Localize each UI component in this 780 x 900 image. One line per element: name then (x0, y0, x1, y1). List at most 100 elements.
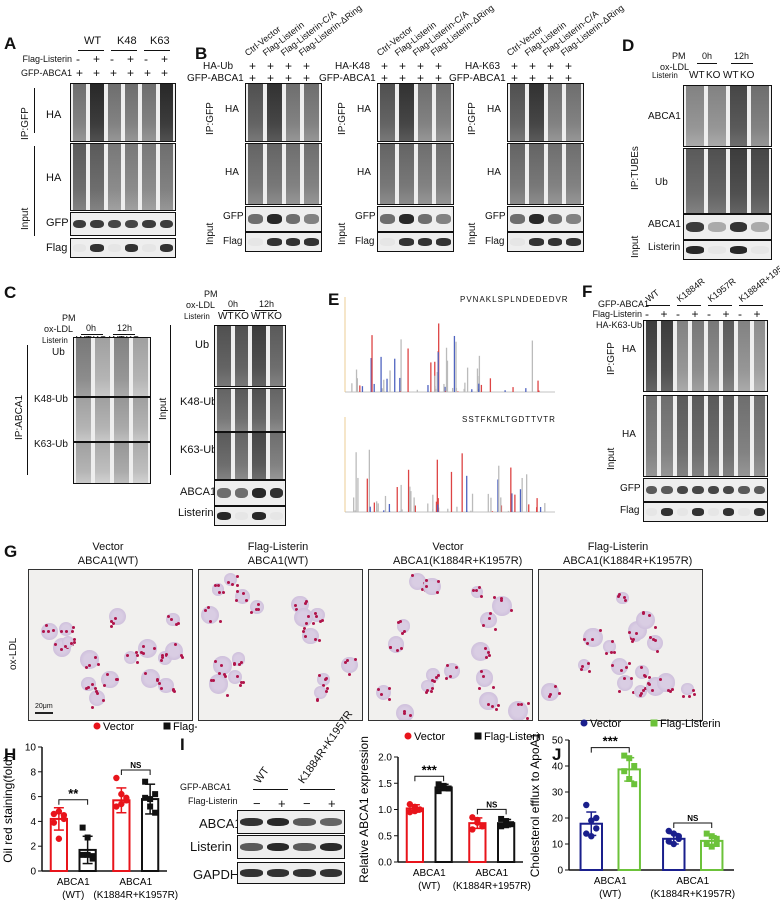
blot-band (646, 485, 658, 495)
blot-input-ha (377, 143, 454, 205)
lipid-droplet (53, 642, 57, 646)
lipid-droplet (493, 627, 497, 631)
lipid-droplet (623, 595, 627, 599)
lane-mark: + (691, 307, 699, 321)
cell (294, 608, 314, 628)
chart-J: 0 10 20 30 40 50 Cholesterol efflux to ApoA1 AB… (528, 718, 735, 900)
lipid-droplet (435, 590, 439, 594)
lane-mark: - (707, 307, 711, 321)
lane-mark: + (76, 66, 84, 80)
group-underline (646, 305, 670, 306)
lipid-droplet (303, 635, 307, 639)
blot-lane (125, 144, 139, 210)
blot-label: HA (622, 344, 636, 355)
row-label: GFP-ABCA1 (449, 73, 506, 84)
blot-lane (692, 396, 704, 476)
blot-lane (751, 86, 769, 146)
plus-mark: + (381, 71, 389, 85)
blot-band (676, 485, 689, 495)
blot-input-ha (507, 143, 584, 205)
lane-mark: + (161, 52, 169, 66)
time-label: 0h (228, 299, 239, 309)
lane-mark: + (93, 66, 101, 80)
lipid-droplet (643, 686, 647, 690)
lipid-droplet (161, 653, 165, 657)
x-tick-label: ABCA1 (119, 877, 152, 888)
lipid-droplet (134, 651, 138, 655)
lipid-droplet (403, 630, 407, 634)
blot-band (269, 512, 283, 520)
listerin-label: Listerin (652, 71, 678, 80)
lipid-droplet (548, 693, 552, 697)
genotype-label: WT (689, 70, 705, 81)
panel-label-F: F (582, 282, 593, 301)
lipid-droplet (477, 586, 481, 590)
lipid-droplet (491, 704, 495, 708)
blot-band (234, 488, 248, 498)
plus-mark: + (435, 71, 443, 85)
lipid-droplet (315, 614, 319, 618)
underline (731, 63, 753, 64)
data-point (670, 830, 677, 837)
blot-label-flag: Flag (46, 242, 68, 254)
cell (80, 650, 99, 669)
panel-label-G: G (4, 542, 18, 561)
lipid-droplet (482, 623, 486, 627)
plus-mark: + (547, 59, 555, 73)
plus-mark: + (565, 59, 573, 73)
blot-band (547, 214, 563, 224)
lane-mark: - (76, 52, 80, 66)
lipid-droplet (579, 667, 583, 671)
blot-label: ABCA1 (180, 486, 217, 498)
pm-label: PM (204, 289, 218, 299)
lipid-droplet (492, 596, 496, 600)
blot-label: Ub (52, 347, 65, 358)
blot-lane (114, 443, 129, 483)
lipid-droplet (326, 687, 330, 691)
data-point (588, 833, 595, 840)
data-point (508, 821, 515, 828)
lane-mark: + (753, 307, 761, 321)
blot-band (319, 842, 342, 852)
lipid-droplet (244, 599, 248, 603)
significance-label: *** (603, 734, 619, 749)
legend-label: Vector (103, 721, 135, 733)
lipid-droplet (223, 673, 227, 677)
lipid-droplet (164, 653, 168, 657)
lipid-droplet (143, 671, 147, 675)
lipid-droplet (488, 653, 492, 657)
blot-band (692, 485, 704, 495)
blot-lane (528, 144, 544, 204)
lipid-droplet (73, 640, 77, 644)
blot-gfp (377, 206, 454, 232)
micrograph: 20μm (28, 569, 193, 721)
data-point (142, 778, 149, 785)
lipid-droplet (620, 669, 624, 673)
blot-lane (436, 84, 451, 141)
lipid-droplet (403, 710, 407, 714)
blot-lane (646, 396, 658, 476)
lipid-droplet (235, 674, 239, 678)
blot-lane (90, 144, 104, 210)
lane-mark: + (722, 307, 730, 321)
lipid-droplet (667, 689, 671, 693)
blot-lane (510, 84, 525, 141)
blot-band (319, 817, 342, 827)
lipid-droplet (167, 614, 171, 618)
lipid-droplet (409, 713, 413, 717)
lipid-droplet (424, 690, 428, 694)
plus-mark: + (511, 59, 519, 73)
blot-lane (217, 326, 231, 386)
lipid-droplet (433, 680, 437, 684)
lipid-droplet (654, 625, 658, 629)
cell (164, 641, 184, 661)
blot-ip-ub (73, 337, 151, 397)
blot-band (252, 488, 266, 498)
lipid-droplet (212, 678, 216, 682)
blot-input-abca1 (683, 214, 772, 240)
blot-gfp (245, 206, 322, 232)
lipid-droplet (239, 660, 243, 664)
cell (646, 634, 663, 651)
blot-lane (133, 443, 148, 483)
blot-band (380, 214, 395, 224)
